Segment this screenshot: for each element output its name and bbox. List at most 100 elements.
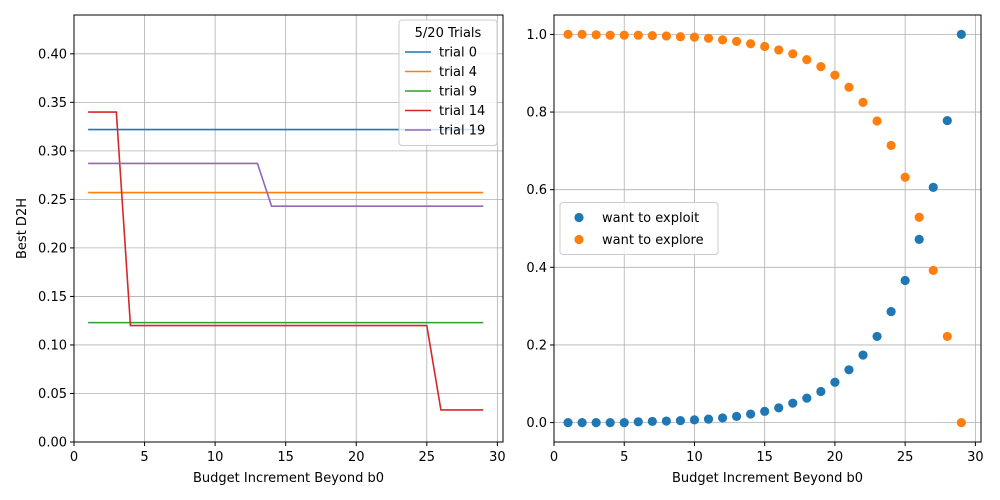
scatter-point-want-to-exploit — [717, 413, 728, 423]
y-tick-label: 0.15 — [38, 290, 67, 305]
legend-label: want to explore — [602, 233, 704, 248]
scatter-point-want-to-exploit — [830, 377, 840, 387]
legend-label: trial 9 — [439, 85, 477, 100]
scatter-point-want-to-exploit — [563, 417, 573, 428]
scatter-point-want-to-explore — [647, 30, 657, 41]
y-tick-label: 0.05 — [38, 387, 67, 402]
scatter-point-want-to-exploit — [858, 350, 868, 360]
scatter-point-want-to-exploit — [844, 365, 854, 375]
scatter-point-want-to-exploit — [675, 416, 686, 426]
scatter-point-want-to-explore — [774, 45, 784, 55]
scatter-point-want-to-exploit — [647, 416, 657, 427]
scatter-point-want-to-explore — [956, 417, 966, 428]
scatter-point-want-to-exploit — [788, 398, 798, 408]
left-line-chart-panel: 0 5 10 15 20 25 30 0.00 0.05 0.10 0.15 0.20 0.25 0.30… — [15, 14, 506, 486]
x-tick-label: 25 — [897, 450, 914, 465]
y-tick-label: 0.40 — [38, 47, 67, 62]
scatter-point-want-to-exploit — [731, 411, 742, 421]
axes-frame — [73, 14, 504, 443]
x-tick-label: 30 — [967, 450, 984, 465]
scatter-point-want-to-explore — [731, 36, 742, 46]
scatter-point-want-to-exploit — [942, 115, 952, 126]
scatter-point-want-to-exploit — [703, 414, 714, 424]
scatter-point-want-to-exploit — [872, 331, 882, 342]
scatter-point-want-to-explore — [830, 70, 840, 80]
scatter-point-want-to-exploit — [886, 306, 896, 317]
y-tick-label: 1.0 — [526, 28, 547, 43]
scatter-point-want-to-explore — [661, 31, 671, 41]
legend-title: 5/20 Trials — [415, 26, 482, 41]
legend-label: want to exploit — [602, 211, 699, 226]
x-tick-label: 0 — [70, 450, 78, 465]
y-tick-label: 0.6 — [526, 183, 547, 198]
scatter-point-want-to-exploit — [577, 417, 587, 428]
scatter-point-want-to-exploit — [816, 386, 826, 397]
y-tick-label: 0.35 — [38, 96, 67, 111]
scatter-point-want-to-explore — [746, 39, 756, 49]
y-tick-label: 0.4 — [526, 261, 547, 276]
x-tick-label: 20 — [827, 450, 844, 465]
legend-label: trial 0 — [439, 46, 477, 61]
scatter-point-want-to-explore — [886, 140, 896, 151]
scatter-point-want-to-exploit — [802, 393, 812, 403]
x-axis-label: Budget Increment Beyond b0 — [672, 471, 863, 486]
scatter-point-want-to-explore — [717, 35, 728, 45]
scatter-point-want-to-exploit — [591, 417, 601, 428]
axes-frame — [553, 14, 982, 443]
scatter-point-want-to-explore — [591, 30, 601, 40]
scatter-point-want-to-exploit — [746, 409, 756, 419]
scatter-point-want-to-explore — [577, 29, 587, 40]
x-axis-label: Budget Increment Beyond b0 — [193, 471, 384, 486]
right-scatter-chart-panel: 0 5 10 15 20 25 30 0.0 0.2 0.4 0.6 0.8 1.0 Budget Inc… — [526, 14, 984, 486]
y-tick-label: 0.25 — [38, 193, 67, 208]
scatter-point-want-to-explore — [703, 33, 714, 43]
scatter-point-want-to-explore — [675, 32, 686, 42]
legend-label: trial 4 — [439, 65, 477, 80]
scatter-point-want-to-exploit — [619, 417, 629, 428]
x-tick-label: 10 — [207, 450, 224, 465]
scatter-point-want-to-exploit — [956, 29, 966, 40]
scatter-point-want-to-exploit — [914, 234, 924, 244]
scatter-point-want-to-explore — [563, 29, 573, 40]
scatter-point-want-to-explore — [914, 212, 924, 222]
legend-swatch — [574, 234, 584, 245]
scatter-point-want-to-exploit — [774, 403, 784, 413]
x-tick-label: 30 — [489, 450, 506, 465]
y-tick-label: 0.20 — [38, 241, 67, 256]
legend-label: trial 19 — [439, 124, 485, 139]
series-line-trial-14 — [88, 111, 484, 411]
series-line-trial-19 — [88, 162, 484, 207]
x-tick-label: 10 — [686, 450, 703, 465]
scatter-point-want-to-explore — [619, 30, 629, 40]
scatter-point-want-to-explore — [942, 331, 952, 342]
scatter-point-want-to-exploit — [661, 416, 671, 426]
y-axis-label: Best D2H — [15, 198, 30, 259]
y-tick-label: 0.00 — [38, 436, 67, 451]
x-tick-label: 15 — [756, 450, 773, 465]
scatter-point-want-to-explore — [760, 41, 770, 52]
scatter-point-want-to-exploit — [689, 415, 700, 425]
y-tick-label: 0.8 — [526, 106, 547, 121]
scatter-point-want-to-explore — [802, 55, 812, 65]
scatter-point-want-to-exploit — [605, 417, 615, 428]
scatter-point-want-to-explore — [816, 62, 826, 72]
scatter-point-want-to-exploit — [633, 417, 643, 427]
scatter-point-want-to-explore — [788, 49, 798, 59]
scatter-point-want-to-explore — [689, 32, 700, 42]
x-tick-label: 20 — [348, 450, 365, 465]
scatter-point-want-to-exploit — [928, 182, 938, 192]
scatter-point-want-to-explore — [872, 116, 882, 126]
scatter-point-want-to-exploit — [900, 275, 910, 286]
legend-box — [559, 202, 719, 255]
x-tick-label: 25 — [419, 450, 436, 465]
legend-label: trial 14 — [439, 104, 485, 119]
x-tick-label: 5 — [140, 450, 148, 465]
scatter-point-want-to-explore — [844, 82, 854, 92]
scatter-point-want-to-explore — [858, 97, 868, 107]
scatter-point-want-to-exploit — [760, 406, 770, 416]
x-tick-label: 0 — [550, 450, 558, 465]
legend-swatch — [574, 212, 584, 223]
y-tick-label: 0.30 — [38, 144, 67, 159]
